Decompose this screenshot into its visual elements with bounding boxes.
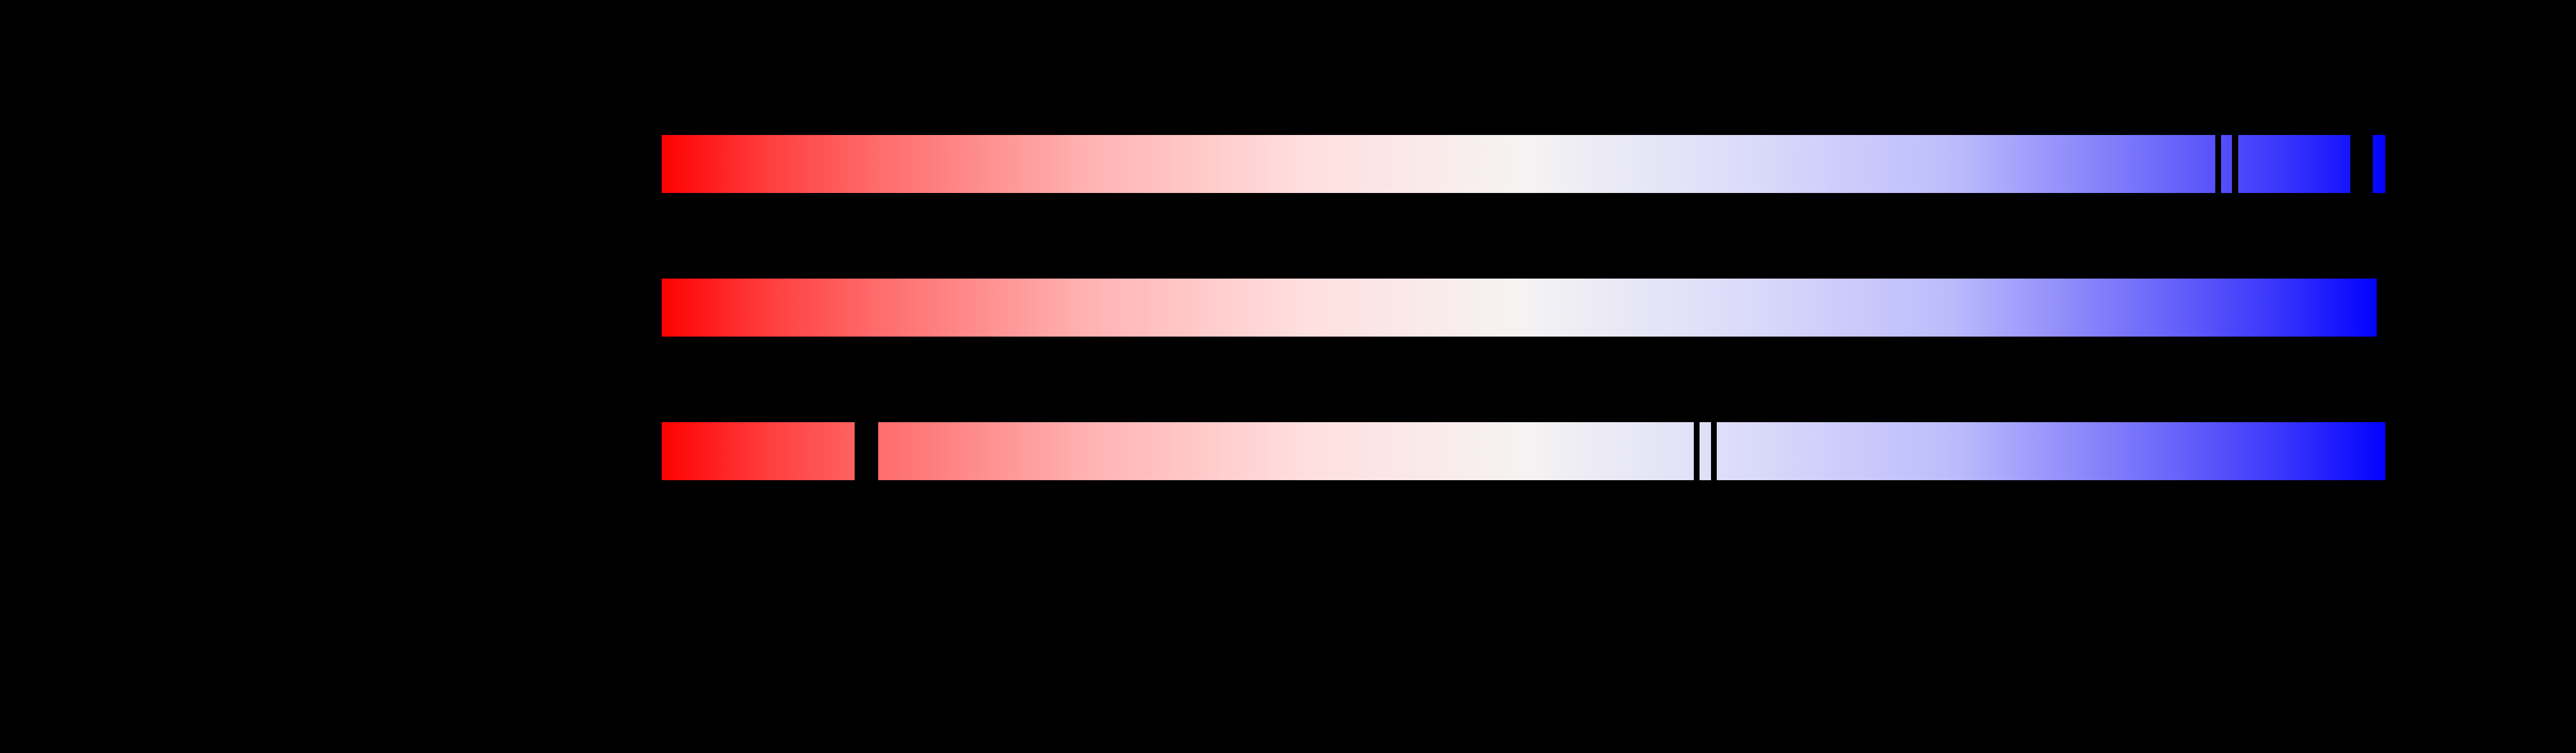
- bar-gap: [855, 422, 878, 481]
- bar-gap: [2232, 134, 2238, 194]
- bar-gap: [2215, 134, 2221, 194]
- bar-gap: [1711, 422, 1717, 481]
- gradient-bar-row-1: [662, 134, 2385, 194]
- gradient-bar-row-2: [662, 279, 2377, 337]
- gradient-bar-row-3: [662, 422, 2385, 481]
- bar-gap: [2350, 134, 2373, 194]
- bar-gap: [1694, 422, 1700, 481]
